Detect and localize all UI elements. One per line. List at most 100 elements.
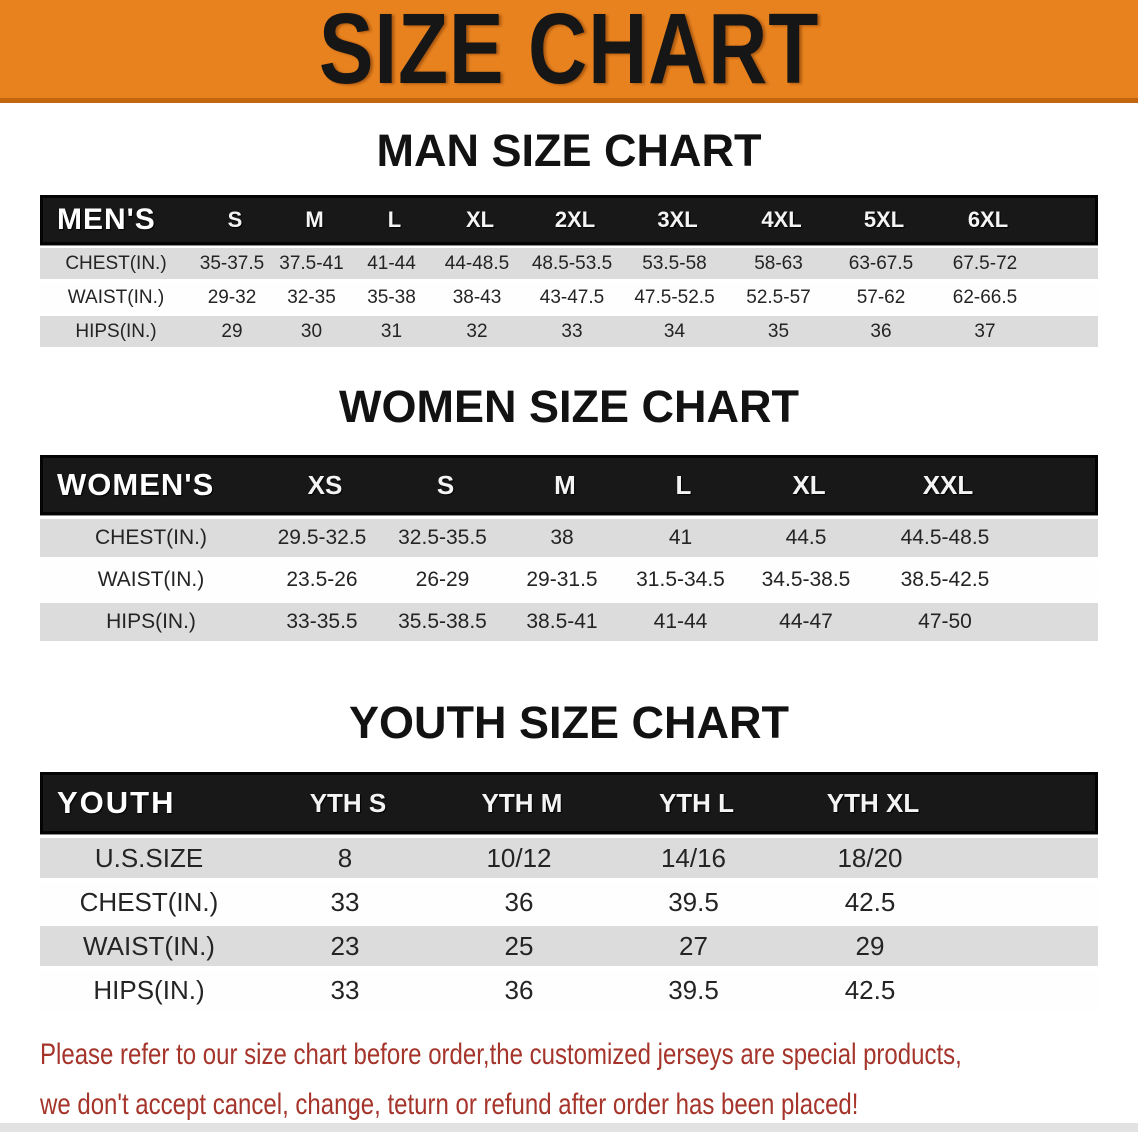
value-cell: 27 xyxy=(679,930,708,961)
men-size-table: MEN'S S M L XL 2XL 3XL 4XL 5XL 6XL CHEST… xyxy=(40,195,1098,347)
value-cell: 57-62 xyxy=(856,286,906,308)
value-cell: 47.5-52.5 xyxy=(634,286,715,308)
men-header-cell: XL xyxy=(465,207,495,232)
value-cell: 37 xyxy=(974,320,996,342)
value-cell: 33 xyxy=(330,974,360,1005)
women-row-hips: HIPS(IN.) 33-35.5 35.5-38.5 38.5-41 41-4… xyxy=(40,603,1098,641)
row-label: WAIST(IN.) xyxy=(67,286,165,308)
row-label: CHEST(IN.) xyxy=(79,886,219,917)
value-cell: 26-29 xyxy=(415,568,470,591)
men-row-chest: CHEST(IN.) 35-37.5 37.5-41 41-44 44-48.5… xyxy=(40,248,1098,279)
men-header-row: MEN'S S M L XL 2XL 3XL 4XL 5XL 6XL xyxy=(40,195,1098,245)
value-cell: 29-31.5 xyxy=(526,568,598,591)
value-cell: 39.5 xyxy=(668,974,719,1005)
banner: SIZE CHART xyxy=(0,0,1138,103)
women-header-cell: XS xyxy=(307,469,343,500)
youth-row-chest: CHEST(IN.) 33 36 39.5 42.5 xyxy=(40,882,1098,922)
women-row-waist: WAIST(IN.) 23.5-26 26-29 29-31.5 31.5-34… xyxy=(40,561,1098,599)
footer-note-line1: Please refer to our size chart before or… xyxy=(40,1038,962,1071)
women-row-chest: CHEST(IN.) 29.5-32.5 32.5-35.5 38 41 44.… xyxy=(40,519,1098,557)
men-header-label: MEN'S xyxy=(57,203,156,236)
value-cell: 14/16 xyxy=(660,842,727,873)
value-cell: 32 xyxy=(466,320,488,342)
value-cell: 30 xyxy=(300,320,323,342)
value-cell: 62-66.5 xyxy=(952,286,1018,308)
banner-title: SIZE CHART xyxy=(318,0,820,105)
youth-row-hips: HIPS(IN.) 33 36 39.5 42.5 xyxy=(40,970,1098,1010)
row-label: CHEST(IN.) xyxy=(95,526,207,549)
women-header-cell: XL xyxy=(792,469,826,500)
value-cell: 42.5 xyxy=(844,886,896,917)
value-cell: 33 xyxy=(330,886,360,917)
men-header-cell: M xyxy=(305,207,324,232)
men-header-cell: L xyxy=(387,207,402,232)
value-cell: 18/20 xyxy=(837,842,903,873)
value-cell: 38.5-41 xyxy=(526,610,598,633)
women-header-cell: M xyxy=(554,469,576,500)
value-cell: 44-47 xyxy=(779,610,833,633)
youth-header-cell: YTH M xyxy=(481,787,563,818)
value-cell: 53.5-58 xyxy=(642,252,707,274)
youth-header-row: YOUTH YTH S YTH M YTH L YTH XL xyxy=(40,772,1098,834)
row-label: HIPS(IN.) xyxy=(106,610,196,633)
value-cell: 35-37.5 xyxy=(199,252,265,274)
bottom-strip xyxy=(0,1123,1138,1132)
value-cell: 67.5-72 xyxy=(952,252,1018,274)
value-cell: 23.5-26 xyxy=(286,568,358,591)
women-header-cell: XXL xyxy=(922,469,974,500)
women-size-table: WOMEN'S XS S M L XL XXL CHEST(IN.) 29.5-… xyxy=(40,455,1098,641)
men-header-cell: 4XL xyxy=(761,207,802,232)
value-cell: 35.5-38.5 xyxy=(398,610,487,633)
value-cell: 38-43 xyxy=(452,286,502,308)
value-cell: 23 xyxy=(330,930,360,961)
section-title-women: WOMEN SIZE CHART xyxy=(339,381,799,432)
women-header-cell: S xyxy=(436,469,455,500)
men-header-cell: 5XL xyxy=(863,207,905,232)
value-cell: 34.5-38.5 xyxy=(761,568,851,591)
value-cell: 33 xyxy=(561,320,583,342)
value-cell: 41-44 xyxy=(653,610,708,633)
value-cell: 37.5-41 xyxy=(279,252,344,274)
value-cell: 38 xyxy=(550,526,574,549)
value-cell: 36 xyxy=(504,974,534,1005)
men-row-hips: HIPS(IN.) 29 30 31 32 33 34 35 36 37 xyxy=(40,316,1098,347)
youth-header-cell: YTH XL xyxy=(826,787,920,818)
value-cell: 43-47.5 xyxy=(539,286,605,308)
value-cell: 29 xyxy=(855,930,885,961)
women-header-label: WOMEN'S xyxy=(57,467,215,502)
footer-note-line2: we don't accept cancel, change, teturn o… xyxy=(40,1088,859,1121)
youth-header-cell: YTH L xyxy=(658,787,735,818)
row-label: CHEST(IN.) xyxy=(65,252,167,274)
men-header-cell: 3XL xyxy=(657,207,698,232)
value-cell: 32.5-35.5 xyxy=(398,526,487,549)
value-cell: 36 xyxy=(870,320,892,342)
value-cell: 10/12 xyxy=(486,842,552,873)
value-cell: 32-35 xyxy=(287,286,336,308)
row-label: HIPS(IN.) xyxy=(75,320,157,342)
women-header-cell: L xyxy=(675,469,692,500)
value-cell: 42.5 xyxy=(844,974,896,1005)
value-cell: 58-63 xyxy=(754,252,803,274)
value-cell: 39.5 xyxy=(668,886,719,917)
value-cell: 35-38 xyxy=(367,286,416,308)
section-title-men: MAN SIZE CHART xyxy=(376,125,762,176)
value-cell: 29.5-32.5 xyxy=(277,526,367,549)
value-cell: 35 xyxy=(767,320,790,342)
men-row-waist: WAIST(IN.) 29-32 32-35 35-38 38-43 43-47… xyxy=(40,282,1098,313)
value-cell: 52.5-57 xyxy=(746,286,811,308)
row-label: U.S.SIZE xyxy=(94,842,204,873)
row-label: WAIST(IN.) xyxy=(83,930,215,961)
value-cell: 44.5-48.5 xyxy=(900,526,990,549)
men-header-cell: 2XL xyxy=(554,207,596,232)
men-header-cell: S xyxy=(227,207,243,232)
youth-row-waist: WAIST(IN.) 23 25 27 29 xyxy=(40,926,1098,966)
row-label: WAIST(IN.) xyxy=(97,568,205,591)
value-cell: 44.5 xyxy=(785,526,827,549)
men-header-cell: 6XL xyxy=(967,207,1009,232)
value-cell: 29-32 xyxy=(207,286,257,308)
value-cell: 36 xyxy=(504,886,534,917)
youth-row-ussize: U.S.SIZE 8 10/12 14/16 18/20 xyxy=(40,838,1098,878)
value-cell: 44-48.5 xyxy=(444,252,510,274)
value-cell: 38.5-42.5 xyxy=(900,568,990,591)
value-cell: 31.5-34.5 xyxy=(636,568,725,591)
